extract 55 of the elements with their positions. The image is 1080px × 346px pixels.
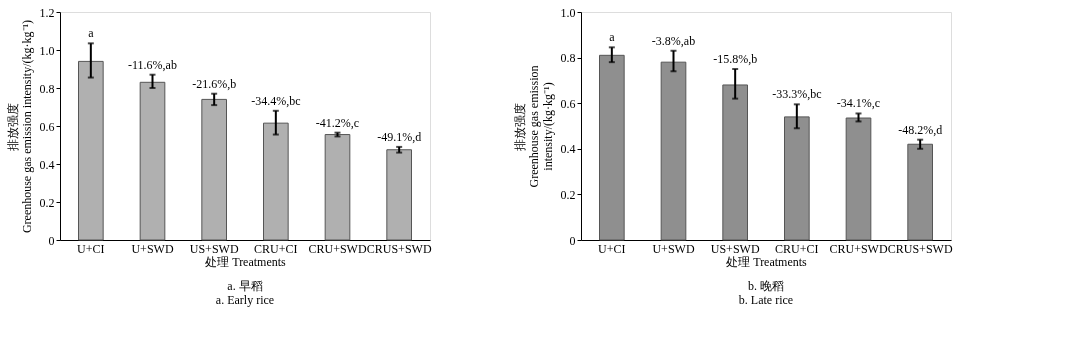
bar (263, 122, 289, 241)
x-tick-label: U+SWD (131, 241, 174, 256)
annotation: -3.8%,ab (651, 33, 696, 48)
bar (907, 143, 933, 241)
x-tick-label: U+SWD (652, 241, 695, 256)
y-tick-label: 0.2 (39, 195, 55, 210)
x-tick-label: U+CI (77, 241, 105, 256)
bar (386, 149, 412, 241)
annotation: -21.6%,b (192, 76, 237, 91)
x-tick-label: CRU+SWD (829, 241, 888, 256)
x-tick-label: CRUS+SWD (366, 241, 432, 256)
y-tick-label: 1.0 (560, 5, 576, 20)
y-tick-label: 0.4 (39, 157, 55, 172)
y-axis-title: 排放强度 Greenhouse gas emission intensity/(kg·kg⁻¹) (512, 65, 555, 188)
bar (599, 54, 625, 241)
x-tick-label: CRU+CI (254, 241, 298, 256)
annotation: -15.8%,b (713, 52, 758, 66)
annotation: -41.2%,c (315, 115, 360, 130)
annotation: -11.6%,ab (128, 57, 177, 72)
annotation: -34.4%,bc (251, 93, 301, 108)
annotation: a (609, 30, 616, 45)
text: b. 晚稻 b. Late rice (738, 279, 794, 307)
x-tick-label: CRU+SWD (308, 241, 367, 256)
y-tick-label: 0.2 (560, 187, 576, 202)
x-tick-label: US+SWD (189, 241, 239, 256)
x-tick-label: CRU+CI (775, 241, 819, 256)
bar (78, 60, 104, 241)
bar (845, 117, 872, 241)
y-tick-label: 0.6 (39, 119, 55, 134)
annotation: -33.3%,bc (772, 87, 822, 102)
annotation: -34.1%,c (836, 96, 881, 111)
x-tick-label: CRUS+SWD (887, 241, 953, 256)
y-axis-title: 排放强度 Greenhouse gas emission intensity/(kg·kg⁻¹) (5, 19, 34, 234)
y-tick-label: 0.8 (560, 51, 576, 66)
x-tick-label: US+SWD (710, 241, 760, 256)
bar (784, 116, 810, 241)
y-tick-label: 0 (569, 233, 576, 248)
y-tick-label: 1.0 (39, 43, 55, 58)
y-tick-label: 1.2 (39, 5, 55, 20)
text: a. 早稻 a. Early rice (215, 279, 275, 307)
bar (139, 81, 166, 241)
y-tick-label: 0.6 (560, 96, 576, 111)
x-axis-title: 处理 Treatments (726, 254, 808, 269)
y-tick-label: 0.8 (39, 81, 55, 96)
y-tick-label: 0.4 (560, 142, 576, 157)
x-axis-title: 处理 Treatments (205, 254, 287, 269)
annotation: a (88, 26, 95, 41)
annotation: -48.2%,d (898, 122, 943, 137)
bar (201, 98, 227, 241)
bar (660, 61, 687, 241)
bar (324, 134, 351, 241)
x-tick-label: U+CI (598, 241, 626, 256)
bar (722, 84, 748, 241)
annotation: -49.1%,d (377, 129, 422, 144)
y-tick-label: 0 (48, 233, 55, 248)
